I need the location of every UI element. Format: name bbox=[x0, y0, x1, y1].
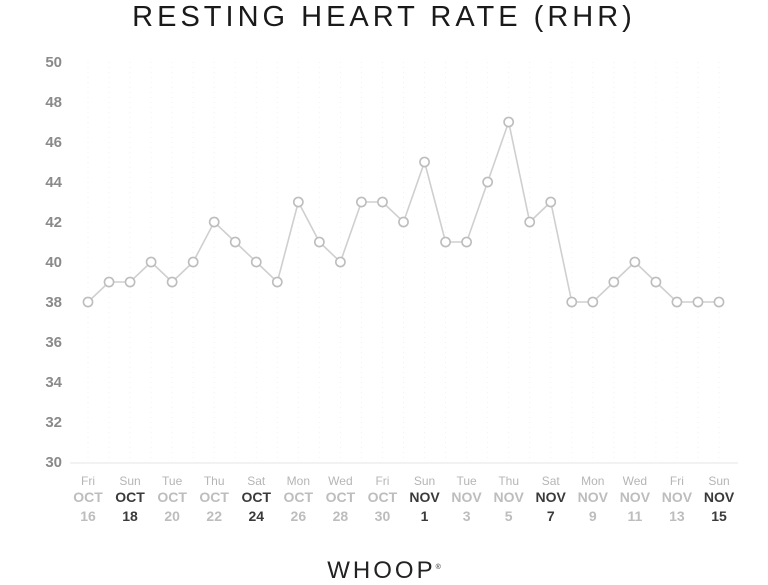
x-tick-month: NOV bbox=[409, 489, 440, 505]
logo-registered-mark: ® bbox=[435, 564, 441, 571]
rhr-data-point bbox=[124, 276, 136, 288]
rhr-data-point bbox=[166, 276, 178, 288]
rhr-data-point bbox=[608, 276, 620, 288]
rhr-data-point bbox=[692, 296, 704, 308]
x-tick-month: OCT bbox=[115, 489, 145, 505]
x-tick-month: OCT bbox=[368, 489, 398, 505]
rhr-data-point bbox=[545, 196, 557, 208]
x-tick-date: 18 bbox=[122, 508, 138, 524]
y-tick-label: 50 bbox=[45, 54, 62, 71]
rhr-data-point bbox=[629, 256, 641, 268]
y-tick-label: 42 bbox=[45, 214, 62, 231]
x-tick-month: NOV bbox=[493, 489, 524, 505]
x-tick-date: 28 bbox=[333, 508, 349, 524]
rhr-data-point bbox=[145, 256, 157, 268]
rhr-data-point bbox=[292, 196, 304, 208]
rhr-data-point bbox=[356, 196, 367, 208]
rhr-data-point bbox=[587, 296, 599, 308]
x-tick-day: Thu bbox=[498, 474, 519, 488]
x-tick-month: NOV bbox=[620, 489, 651, 505]
x-tick-day: Sun bbox=[708, 474, 729, 488]
rhr-data-point bbox=[229, 236, 241, 248]
x-tick-month: OCT bbox=[284, 489, 314, 505]
rhr-data-point bbox=[461, 236, 472, 248]
rhr-data-point bbox=[650, 276, 662, 288]
x-tick-date: 7 bbox=[547, 508, 555, 524]
x-tick-month: OCT bbox=[73, 489, 103, 505]
rhr-data-point bbox=[103, 276, 115, 288]
x-tick-day: Sat bbox=[542, 474, 561, 488]
rhr-data-point bbox=[440, 236, 451, 248]
rhr-data-point bbox=[313, 236, 325, 248]
x-tick-day: Wed bbox=[623, 474, 647, 488]
rhr-line-chart: 3032343638404244464850FriOCT16SunOCT18Tu… bbox=[45, 54, 738, 524]
rhr-data-point bbox=[271, 276, 283, 288]
rhr-data-point bbox=[482, 176, 494, 188]
x-tick-month: NOV bbox=[536, 489, 567, 505]
rhr-data-point bbox=[566, 296, 578, 308]
x-tick-date: 30 bbox=[375, 508, 391, 524]
x-tick-date: 13 bbox=[669, 508, 685, 524]
whoop-logo: WHOOP® bbox=[0, 554, 768, 585]
rhr-data-point bbox=[377, 196, 388, 208]
rhr-data-point bbox=[208, 216, 220, 228]
x-tick-date: 9 bbox=[589, 508, 597, 524]
y-tick-label: 44 bbox=[45, 174, 62, 191]
x-tick-date: 16 bbox=[80, 508, 96, 524]
y-tick-label: 34 bbox=[45, 374, 62, 391]
rhr-data-point bbox=[524, 216, 536, 228]
x-tick-date: 3 bbox=[463, 508, 471, 524]
x-tick-month: NOV bbox=[578, 489, 609, 505]
y-tick-label: 30 bbox=[45, 454, 62, 471]
x-tick-day: Wed bbox=[328, 474, 352, 488]
x-tick-month: OCT bbox=[157, 489, 187, 505]
rhr-data-point bbox=[713, 296, 725, 308]
x-tick-day: Mon bbox=[287, 474, 310, 488]
x-tick-day: Sun bbox=[414, 474, 435, 488]
x-tick-day: Fri bbox=[670, 474, 684, 488]
x-tick-month: OCT bbox=[326, 489, 356, 505]
rhr-data-point bbox=[503, 116, 515, 128]
rhr-data-point bbox=[82, 296, 94, 308]
x-tick-day: Fri bbox=[375, 474, 389, 488]
rhr-data-point bbox=[419, 156, 430, 168]
x-tick-month: NOV bbox=[451, 489, 482, 505]
y-tick-label: 46 bbox=[45, 134, 62, 151]
x-tick-date: 22 bbox=[206, 508, 222, 524]
x-tick-day: Fri bbox=[81, 474, 95, 488]
x-tick-day: Tue bbox=[456, 474, 477, 488]
x-tick-date: 11 bbox=[627, 508, 642, 524]
y-tick-label: 40 bbox=[45, 254, 62, 271]
chart-title: RESTING HEART RATE (RHR) bbox=[132, 1, 636, 33]
rhr-data-point bbox=[334, 256, 346, 268]
x-tick-month: NOV bbox=[662, 489, 693, 505]
x-tick-month: OCT bbox=[199, 489, 229, 505]
x-tick-date: 24 bbox=[248, 508, 264, 524]
x-tick-month: OCT bbox=[241, 489, 271, 505]
y-tick-label: 48 bbox=[45, 94, 62, 111]
rhr-data-point bbox=[250, 256, 262, 268]
x-tick-day: Sun bbox=[119, 474, 140, 488]
x-tick-day: Sat bbox=[247, 474, 266, 488]
y-tick-label: 36 bbox=[45, 334, 62, 351]
y-tick-label: 38 bbox=[45, 294, 62, 311]
x-tick-date: 26 bbox=[291, 508, 307, 524]
x-tick-month: NOV bbox=[704, 489, 735, 505]
rhr-data-point bbox=[187, 256, 199, 268]
x-tick-day: Tue bbox=[162, 474, 183, 488]
x-tick-day: Mon bbox=[581, 474, 604, 488]
x-tick-day: Thu bbox=[204, 474, 225, 488]
x-tick-date: 5 bbox=[505, 508, 513, 524]
rhr-data-point bbox=[671, 296, 683, 308]
x-tick-date: 15 bbox=[711, 508, 727, 524]
rhr-data-point bbox=[398, 216, 409, 228]
logo-text: WHOOP bbox=[327, 557, 436, 584]
x-tick-date: 1 bbox=[421, 508, 429, 524]
y-tick-label: 32 bbox=[45, 414, 62, 431]
x-tick-date: 20 bbox=[164, 508, 180, 524]
